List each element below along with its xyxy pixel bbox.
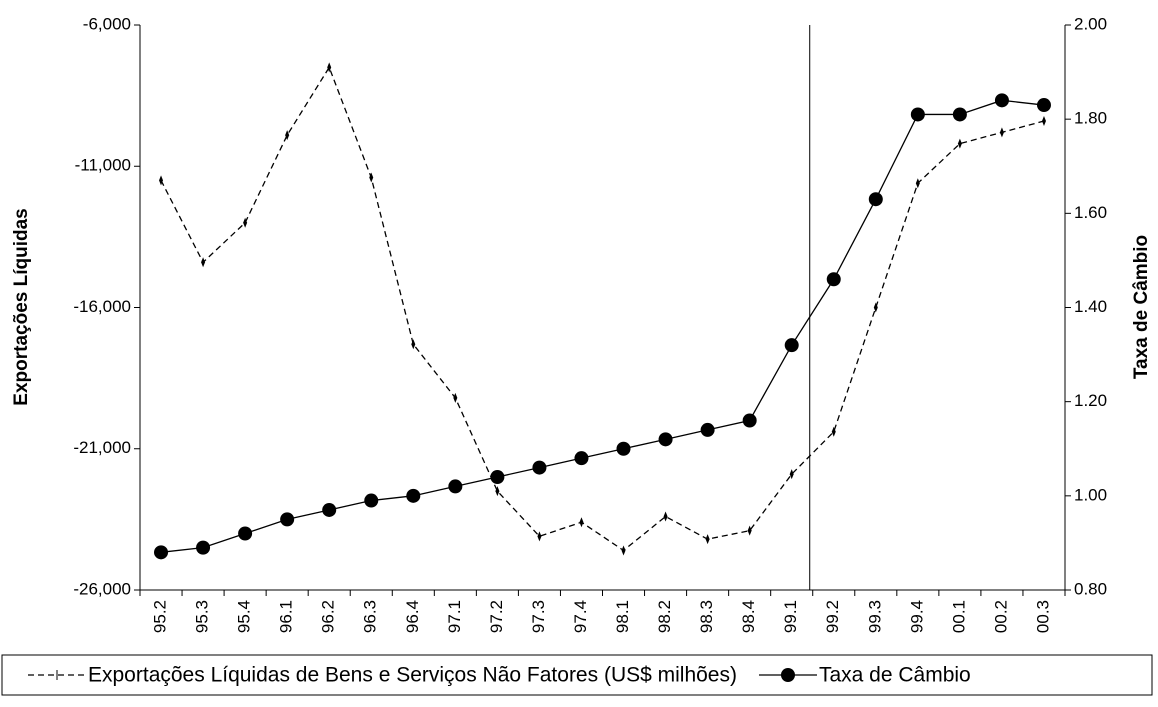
marker	[747, 525, 752, 536]
marker	[532, 460, 547, 475]
legend-label: Exportações Líquidas de Bens e Serviços …	[88, 664, 737, 687]
x-tick-label: 00.3	[1033, 600, 1052, 633]
marker	[873, 302, 878, 313]
x-tick-label: 98.1	[613, 600, 632, 633]
marker	[574, 451, 589, 466]
marker	[742, 413, 757, 428]
y-axis-title: Exportações Líquidas	[11, 208, 32, 405]
x-tick-label: 99.3	[865, 600, 884, 633]
legend-marker	[780, 668, 795, 682]
marker	[285, 130, 290, 141]
legend-label: Taxa de Câmbio	[819, 664, 971, 687]
series-line	[160, 65, 1045, 552]
marker	[1041, 116, 1046, 127]
y2-tick-label: 1.00	[1074, 485, 1107, 504]
y2-tick-label: 1.80	[1074, 109, 1107, 128]
y2-axis-title: Taxa de Câmbio	[1131, 235, 1152, 379]
x-tick-label: 99.1	[781, 600, 800, 633]
legend-box	[1, 654, 1153, 696]
y-tick-label: -6,000	[83, 14, 131, 33]
marker	[952, 107, 967, 122]
marker	[154, 545, 169, 560]
marker	[616, 441, 631, 456]
x-tick-label: 96.1	[277, 600, 296, 633]
marker	[705, 534, 710, 545]
y-tick-label: -11,000	[75, 156, 131, 175]
x-tick-label: 00.2	[991, 600, 1010, 633]
marker	[915, 178, 920, 189]
y2-tick-label: 0.80	[1074, 579, 1107, 598]
x-tick-label: 98.2	[655, 600, 674, 633]
marker	[196, 540, 211, 555]
marker	[700, 422, 715, 437]
series-line	[160, 99, 1045, 553]
marker	[910, 107, 925, 122]
x-tick-label: 97.3	[529, 600, 548, 633]
marker	[1036, 98, 1051, 113]
marker	[201, 257, 206, 268]
x-tick-label: 97.1	[445, 600, 464, 633]
marker	[369, 172, 374, 183]
marker	[784, 338, 799, 353]
x-tick-label: 00.1	[949, 600, 968, 633]
marker	[868, 192, 883, 207]
marker	[490, 470, 505, 484]
x-tick-label: 96.3	[361, 600, 380, 633]
marker	[453, 392, 458, 403]
y-tick-label: -21,000	[73, 438, 131, 457]
marker	[957, 138, 962, 149]
marker	[238, 526, 253, 541]
y-tick-label: -26,000	[73, 579, 131, 598]
y-tick-label: -16,000	[73, 297, 131, 316]
x-tick-label: 95.3	[193, 600, 212, 633]
y2-tick-label: 1.60	[1074, 203, 1107, 222]
marker	[243, 217, 248, 228]
marker	[159, 175, 164, 186]
marker	[999, 127, 1004, 138]
x-tick-label: 96.2	[319, 600, 338, 633]
x-tick-label: 98.3	[697, 600, 716, 633]
marker	[579, 517, 584, 528]
marker	[621, 545, 626, 556]
marker	[994, 93, 1009, 108]
marker	[663, 511, 668, 522]
marker	[327, 62, 332, 73]
x-tick-label: 95.2	[151, 600, 170, 633]
y2-tick-label: 1.40	[1074, 297, 1107, 316]
marker	[406, 488, 421, 503]
marker	[789, 469, 794, 480]
x-tick-label: 99.4	[907, 600, 926, 633]
marker	[280, 512, 295, 527]
x-tick-label: 97.2	[487, 600, 506, 633]
marker	[495, 486, 500, 497]
x-tick-label: 99.2	[823, 600, 842, 633]
marker	[826, 272, 841, 287]
x-tick-label: 96.4	[403, 600, 422, 633]
x-tick-label: 97.4	[571, 600, 590, 633]
marker	[658, 432, 673, 447]
marker	[831, 426, 836, 437]
marker	[537, 531, 542, 542]
marker	[364, 493, 379, 508]
y2-tick-label: 2.00	[1074, 14, 1107, 33]
x-tick-label: 95.4	[235, 600, 254, 633]
marker	[411, 339, 416, 350]
marker	[322, 502, 337, 517]
marker	[448, 479, 463, 494]
x-tick-label: 98.4	[739, 600, 758, 633]
y2-tick-label: 1.20	[1074, 391, 1107, 410]
